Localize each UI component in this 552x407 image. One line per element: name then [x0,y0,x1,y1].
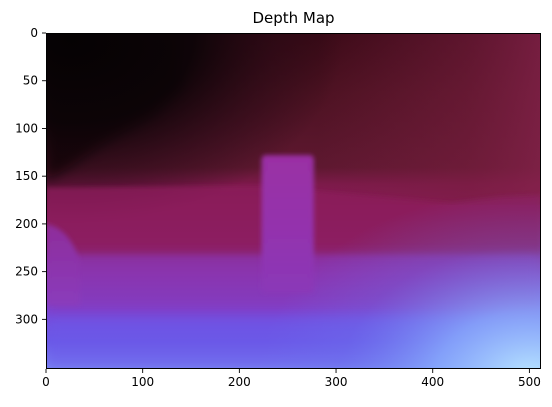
x-tick-label: 100 [131,375,154,389]
y-tick-label: 150 [15,169,38,183]
x-tick-label: 500 [518,375,541,389]
x-tick-label: 400 [421,375,444,389]
y-tick-label: 50 [23,74,38,88]
y-tick-label: 0 [30,26,38,40]
depth-image [46,33,541,369]
y-tick-label: 200 [15,217,38,231]
central-pillar [262,155,314,292]
y-tick-label: 300 [15,312,38,326]
y-tick-label: 100 [15,121,38,135]
x-tick-label: 200 [228,375,251,389]
x-tick-label: 300 [325,375,348,389]
y-axis: 0 50 100 150 200 250 300 [15,26,46,326]
chart-title: Depth Map [252,9,334,27]
y-tick-label: 250 [15,265,38,279]
x-axis: 0 100 200 300 400 500 [42,369,541,389]
x-tick-label: 0 [42,375,50,389]
